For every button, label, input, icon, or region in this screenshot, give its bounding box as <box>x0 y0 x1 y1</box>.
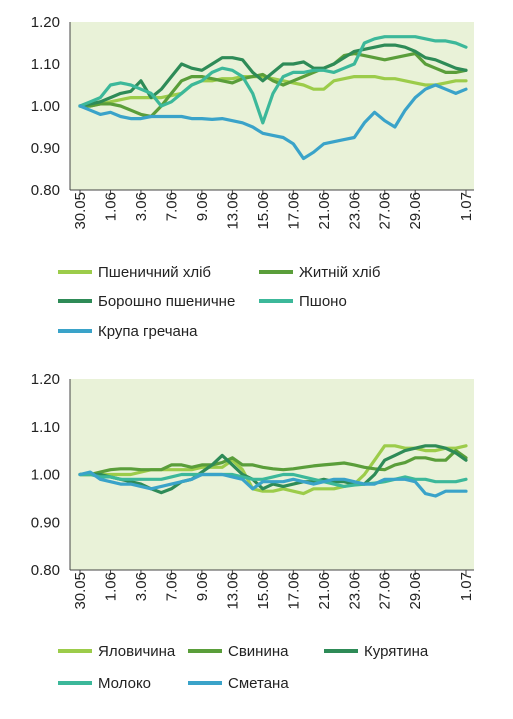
plot-area <box>70 22 474 190</box>
x-tick-label: 27.06 <box>377 192 394 230</box>
x-tick-label: 29.06 <box>407 192 424 230</box>
x-tick-label: 13.06 <box>224 572 241 610</box>
x-tick-label: 17.06 <box>285 192 302 230</box>
legend-label: Сметана <box>228 675 289 692</box>
x-tick-label: 3.06 <box>133 572 150 601</box>
x-tick-label: 15.06 <box>255 192 272 230</box>
y-tick-label: 0.90 <box>31 514 60 531</box>
x-tick-label: 1.07 <box>458 572 475 601</box>
legend-label: Свинина <box>228 643 289 660</box>
x-tick-label: 9.06 <box>194 572 211 601</box>
x-tick-label: 7.06 <box>163 192 180 221</box>
x-tick-label: 1.07 <box>458 192 475 221</box>
x-tick-label: 29.06 <box>407 572 424 610</box>
x-tick-label: 1.06 <box>102 572 119 601</box>
series-line-2 <box>78 51 468 119</box>
y-tick-label: 0.80 <box>31 562 60 579</box>
y-tick-label: 1.10 <box>31 56 60 73</box>
x-tick-label: 15.06 <box>255 572 272 610</box>
x-tick-label: 27.06 <box>377 572 394 610</box>
series-line-4 <box>78 35 468 125</box>
chart-1: 0.80 0.90 1.00 1.10 1.20 30.05 1.06 3.06 7.06 9.0… <box>31 14 475 340</box>
chart-2: 0.80 0.90 1.00 1.10 1.20 30.05 1.06 3.06 7.06 9.0… <box>31 371 475 692</box>
legend-label: Курятина <box>364 643 429 660</box>
y-tick-label: 0.80 <box>31 182 60 199</box>
legend-label: Яловичина <box>98 643 176 660</box>
y-tick-label: 1.00 <box>31 98 60 115</box>
x-tick-label: 21.06 <box>316 572 333 610</box>
x-tick-label: 30.05 <box>72 572 89 610</box>
legend-label: Пшоно <box>299 293 347 310</box>
x-tick-label: 1.06 <box>102 192 119 221</box>
series-line-3 <box>78 43 468 108</box>
series-line-5 <box>78 83 468 161</box>
x-tick-label: 7.06 <box>163 572 180 601</box>
y-tick-label: 1.00 <box>31 467 60 484</box>
x-tick-label: 13.06 <box>224 192 241 230</box>
legend-label: Житній хліб <box>299 264 380 281</box>
series-line-5 <box>78 470 468 498</box>
y-tick-label: 1.20 <box>31 371 60 388</box>
x-tick-label: 9.06 <box>194 192 211 221</box>
legend-label: Борошно пшеничне <box>98 293 235 310</box>
x-tick-label: 21.06 <box>316 192 333 230</box>
x-tick-label: 3.06 <box>133 192 150 221</box>
legend-label: Пшеничний хліб <box>98 264 211 281</box>
series-line-2 <box>78 449 468 477</box>
y-tick-label: 1.10 <box>31 419 60 436</box>
x-tick-label: 17.06 <box>285 572 302 610</box>
x-tick-label: 30.05 <box>72 192 89 230</box>
y-tick-label: 1.20 <box>31 14 60 31</box>
legend-label: Крупа гречана <box>98 323 198 340</box>
x-tick-label: 23.06 <box>346 572 363 610</box>
x-tick-label: 23.06 <box>346 192 363 230</box>
y-tick-label: 0.90 <box>31 140 60 157</box>
legend-label: Молоко <box>98 675 151 692</box>
series-line-1 <box>78 74 468 108</box>
